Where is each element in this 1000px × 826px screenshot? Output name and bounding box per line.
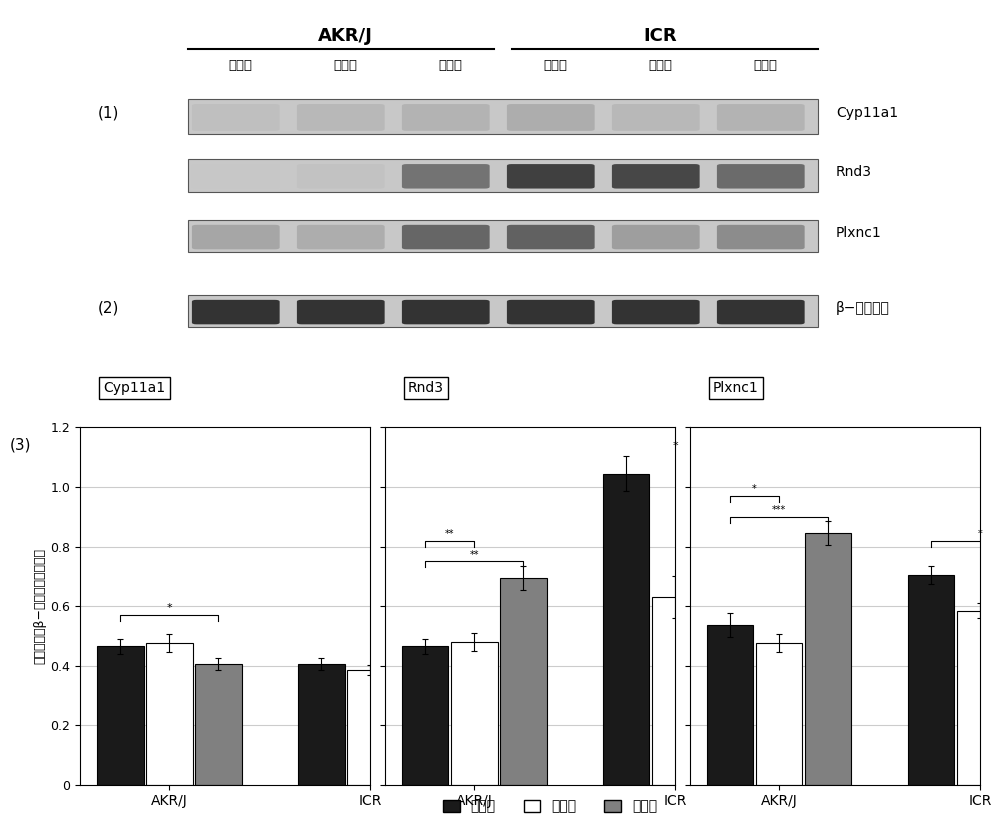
Text: *: * [752, 484, 757, 495]
Bar [756, 643, 802, 785]
Bar [701, 497, 748, 785]
Text: *: * [672, 441, 678, 451]
Bar [298, 664, 345, 785]
Text: ICR: ICR [644, 27, 677, 45]
Text: 低水平: 低水平 [754, 59, 777, 73]
Text: Rnd3: Rnd3 [836, 165, 872, 179]
FancyBboxPatch shape [402, 300, 490, 325]
Text: 低水平: 低水平 [438, 59, 462, 73]
FancyBboxPatch shape [507, 225, 595, 249]
Bar [146, 643, 193, 785]
FancyBboxPatch shape [717, 164, 805, 188]
FancyBboxPatch shape [188, 98, 818, 135]
Bar [707, 625, 753, 785]
Text: β−微管蛋白: β−微管蛋白 [836, 301, 890, 315]
Bar [957, 610, 1000, 785]
FancyBboxPatch shape [192, 300, 280, 325]
FancyBboxPatch shape [402, 104, 490, 131]
FancyBboxPatch shape [612, 300, 700, 325]
FancyBboxPatch shape [612, 225, 700, 249]
Text: Cyp11a1: Cyp11a1 [836, 106, 898, 120]
Bar [908, 575, 954, 785]
Text: (1): (1) [98, 106, 119, 121]
Text: (2): (2) [98, 301, 119, 316]
Text: Cyp11a1: Cyp11a1 [103, 381, 165, 395]
FancyBboxPatch shape [717, 225, 805, 249]
Text: ***: *** [772, 506, 786, 515]
FancyBboxPatch shape [297, 225, 385, 249]
Text: **: ** [469, 550, 479, 560]
Text: 非照射: 非照射 [544, 59, 568, 73]
FancyBboxPatch shape [612, 164, 700, 188]
Legend: 非照射, 高水平, 低水平: 非照射, 高水平, 低水平 [437, 794, 663, 819]
Bar [396, 673, 443, 785]
FancyBboxPatch shape [507, 104, 595, 131]
FancyBboxPatch shape [188, 295, 818, 327]
FancyBboxPatch shape [402, 225, 490, 249]
FancyBboxPatch shape [192, 104, 280, 131]
Y-axis label: 密度値（用β−微管蛋白定量化）: 密度値（用β−微管蛋白定量化） [33, 548, 46, 664]
FancyBboxPatch shape [507, 300, 595, 325]
FancyBboxPatch shape [188, 159, 818, 192]
Bar [402, 646, 448, 785]
Text: 非照射: 非照射 [228, 59, 252, 73]
FancyBboxPatch shape [297, 104, 385, 131]
FancyBboxPatch shape [612, 104, 700, 131]
Text: Plxnc1: Plxnc1 [713, 381, 759, 395]
Bar [195, 664, 242, 785]
FancyBboxPatch shape [507, 164, 595, 188]
FancyBboxPatch shape [192, 225, 280, 249]
Text: 高水平: 高水平 [334, 59, 358, 73]
FancyBboxPatch shape [192, 164, 280, 188]
Bar [805, 533, 851, 785]
FancyBboxPatch shape [297, 300, 385, 325]
Bar [347, 670, 394, 785]
FancyBboxPatch shape [297, 164, 385, 188]
FancyBboxPatch shape [188, 221, 818, 252]
Text: Plxnc1: Plxnc1 [836, 226, 882, 240]
FancyBboxPatch shape [402, 164, 490, 188]
FancyBboxPatch shape [717, 104, 805, 131]
Text: (3): (3) [10, 438, 32, 453]
Text: **: ** [445, 529, 454, 539]
Bar [603, 473, 649, 785]
FancyBboxPatch shape [717, 300, 805, 325]
Text: *: * [978, 529, 982, 539]
Text: *: * [167, 604, 172, 614]
Text: Rnd3: Rnd3 [408, 381, 444, 395]
Bar [451, 642, 498, 785]
Bar [500, 577, 547, 785]
Bar [652, 597, 698, 785]
Bar [97, 646, 144, 785]
Text: 高水平: 高水平 [648, 59, 672, 73]
Text: AKR/J: AKR/J [318, 27, 373, 45]
Text: *: * [721, 453, 727, 463]
